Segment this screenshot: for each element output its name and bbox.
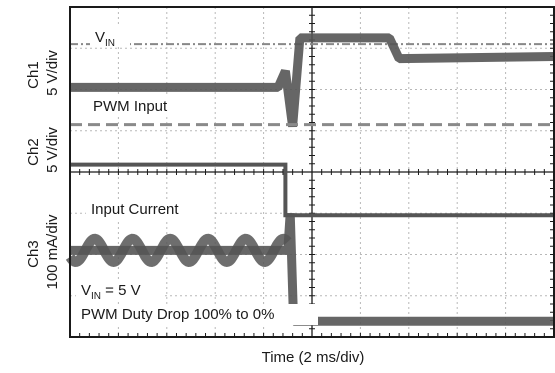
annotation-input-current: Input Current <box>91 201 179 218</box>
annotations: VIN PWM Input Input Current VIN = 5 V PW… <box>76 27 318 325</box>
ch3-label-scale: 100 mA/div <box>44 214 61 290</box>
trace-pwm-input <box>70 162 554 218</box>
trace-output-ch1 <box>70 33 555 128</box>
ch3-label-name: Ch3 <box>25 240 42 268</box>
ch3-label: Ch3 100 mA/div <box>25 214 61 290</box>
channel-labels: Ch1 5 V/div Ch2 5 V/div Ch3 100 mA/div <box>25 50 61 290</box>
trace-input-current-ripple <box>65 233 292 267</box>
ch2-label-scale: 5 V/div <box>44 127 61 173</box>
traces <box>65 33 555 326</box>
ch1-label-scale: 5 V/div <box>44 50 61 96</box>
x-axis-label: Time (2 ms/div) <box>262 349 365 366</box>
annotation-vin: VIN <box>95 29 115 49</box>
ch1-label: Ch1 5 V/div <box>25 50 61 96</box>
annotation-duty-drop: PWM Duty Drop 100% to 0% <box>81 306 274 323</box>
ch2-label: Ch2 5 V/div <box>25 127 61 173</box>
annotation-vin-value: VIN = 5 V <box>81 282 141 302</box>
ch1-label-name: Ch1 <box>25 61 42 89</box>
ch2-label-name: Ch2 <box>25 138 42 166</box>
annotation-pwm-input: PWM Input <box>93 98 168 115</box>
plot-frame <box>69 6 555 338</box>
